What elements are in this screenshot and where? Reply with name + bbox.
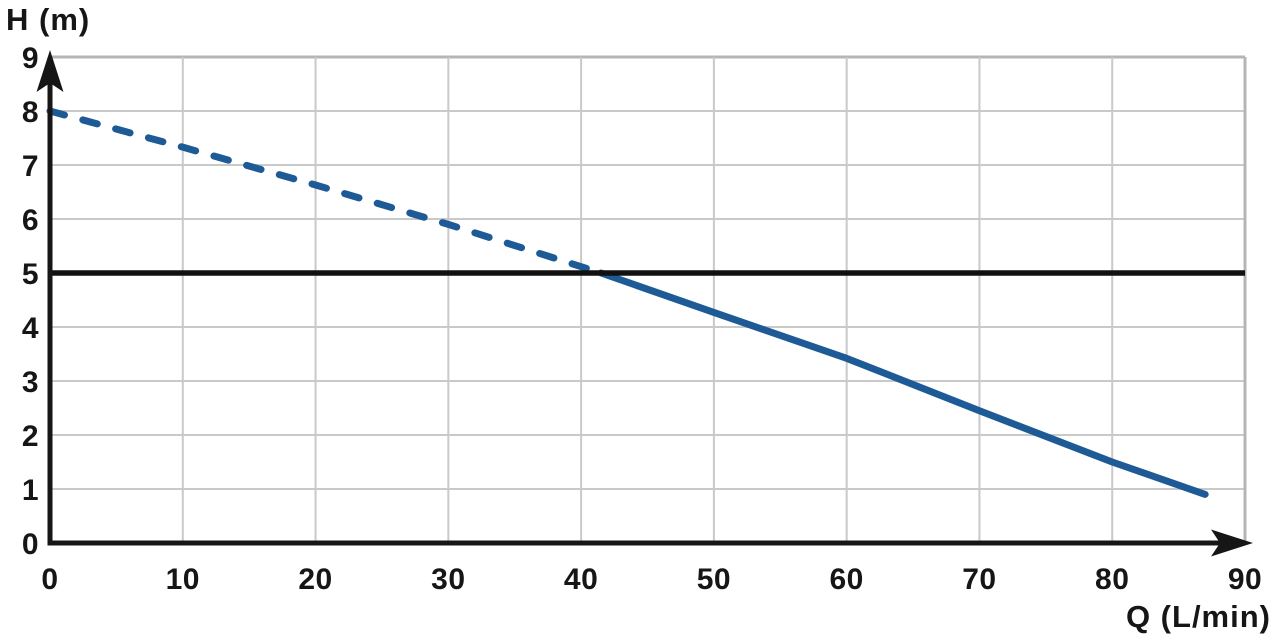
y-tick-label: 2 [22, 420, 39, 453]
y-axis-arrowhead-icon [36, 50, 64, 92]
x-tick-label: 20 [298, 563, 332, 596]
x-tick-label: 0 [41, 563, 58, 596]
x-tick-label: 30 [431, 563, 465, 596]
pump-curve-solid-segment [597, 269, 1209, 498]
x-tick-label: 40 [564, 563, 598, 596]
x-axis-title: Q (L/min) [1125, 599, 1271, 634]
y-tick-label: 6 [22, 204, 39, 237]
x-tick-label: 70 [962, 563, 996, 596]
y-tick-label: 0 [22, 528, 39, 561]
x-tick-label: 60 [829, 563, 863, 596]
y-axis-title: H (m) [6, 2, 91, 37]
x-axis-arrowhead-icon [1211, 529, 1253, 557]
x-tick-label: 80 [1095, 563, 1129, 596]
x-tick-label: 90 [1228, 563, 1262, 596]
pump-curve-dashed-segment [46, 107, 605, 277]
y-tick-label: 5 [22, 258, 39, 291]
y-tick-label: 1 [22, 474, 39, 507]
y-tick-label: 4 [22, 312, 39, 345]
y-tick-label: 3 [22, 366, 39, 399]
y-tick-label: 9 [22, 42, 39, 75]
y-tick-label: 8 [22, 96, 39, 129]
x-tick-label: 50 [697, 563, 731, 596]
y-tick-label: 7 [22, 150, 39, 183]
x-tick-label: 10 [166, 563, 200, 596]
